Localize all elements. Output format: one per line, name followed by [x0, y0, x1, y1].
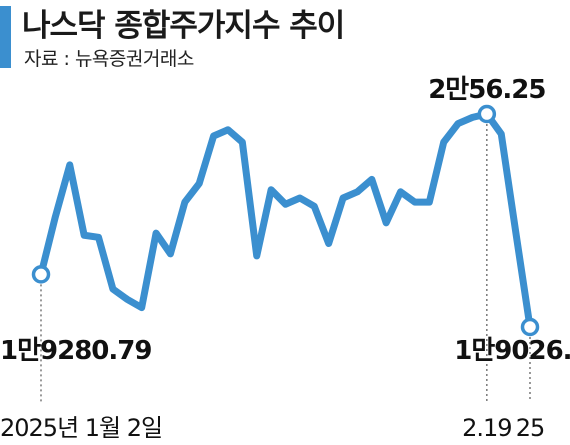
title-accent-bar	[0, 6, 11, 68]
point-marker	[477, 104, 497, 124]
x-tick-label: 2025년 1월 2일	[0, 414, 162, 442]
series-line	[37, 110, 534, 331]
data-label: 1만9026.39	[454, 336, 570, 366]
chart-title: 나스닥 종합주가지수 추이	[22, 8, 345, 44]
chart-source: 자료 : 뉴욕증권거래소	[24, 48, 194, 70]
x-tick-label: 2.19	[462, 414, 511, 442]
data-label: 2만56.25	[428, 75, 545, 105]
x-tick-label: 25	[516, 414, 545, 442]
point-marker	[520, 317, 540, 337]
point-marker	[31, 265, 51, 284]
data-label: 1만9280.79	[0, 336, 151, 366]
